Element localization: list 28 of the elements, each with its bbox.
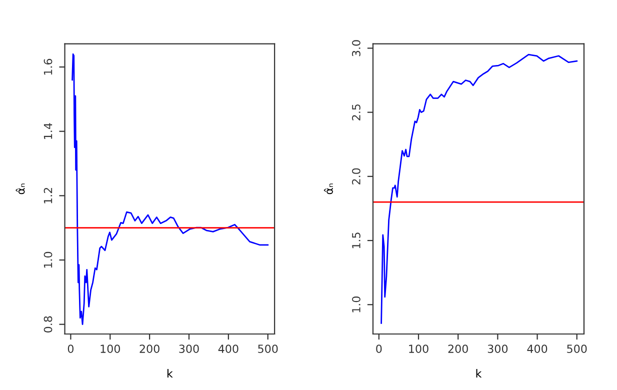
x-tick-label: 500 <box>567 344 587 354</box>
y-tick-label: 1.0 <box>44 252 52 268</box>
x-tick-label: 300 <box>488 344 508 354</box>
x-tick-label: 500 <box>258 344 278 354</box>
y-tick-label: 0.8 <box>44 316 52 332</box>
x-tick-label: 400 <box>218 344 238 354</box>
line-series <box>72 53 269 326</box>
x-axis-title: k <box>167 369 173 378</box>
x-tick-label: 100 <box>409 344 428 354</box>
x-tick-label: 200 <box>140 344 160 354</box>
x-tick-label: 200 <box>448 344 468 354</box>
y-tick-label: 2.5 <box>352 104 360 120</box>
y-tick-label: 1.2 <box>44 188 52 204</box>
x-tick-label: 400 <box>527 344 548 354</box>
y-tick-label: 1.5 <box>352 232 360 248</box>
y-tick-label: 2.0 <box>352 168 360 184</box>
y-tick-label: 1.6 <box>44 58 52 75</box>
x-tick-label: 300 <box>179 344 199 354</box>
x-tick-label: 0 <box>376 344 382 354</box>
line-series <box>380 54 578 324</box>
y-axis-title: α̂ₙ <box>16 184 25 194</box>
x-tick-label: 100 <box>100 344 120 354</box>
y-tick-label: 1.4 <box>44 123 52 139</box>
y-axis-title: α̂ₙ <box>324 184 333 194</box>
y-tick-label: 1.0 <box>352 296 360 312</box>
x-tick-label: 0 <box>68 344 74 354</box>
y-tick-label: 3.0 <box>352 40 360 56</box>
x-axis-title: k <box>476 369 482 378</box>
